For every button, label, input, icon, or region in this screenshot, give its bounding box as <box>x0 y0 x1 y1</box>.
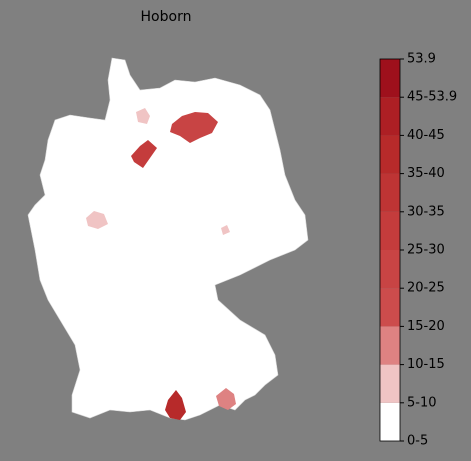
colorbar-label: 0-5 <box>407 434 428 449</box>
colorbar-segment <box>380 135 400 174</box>
germany-map <box>27 57 309 421</box>
region <box>216 388 236 410</box>
colorbar-label: 30-35 <box>407 204 445 219</box>
colorbar-label: 40-45 <box>407 128 445 143</box>
colorbar-label: 20-25 <box>407 281 445 296</box>
colorbar-segment <box>380 288 400 327</box>
colorbar-label: 25-30 <box>407 243 445 258</box>
region <box>165 390 186 420</box>
colorbar-frame <box>379 58 401 442</box>
colorbar-segment <box>380 59 400 98</box>
colorbar-label: 35-40 <box>407 166 445 181</box>
map-title: Hoborn <box>141 9 192 25</box>
region <box>170 112 218 143</box>
colorbar-segment <box>380 97 400 136</box>
region <box>136 108 150 124</box>
colorbar-label: 15-20 <box>407 319 445 334</box>
colorbar-segment <box>380 326 400 365</box>
region <box>86 211 108 229</box>
colorbar-label: 5-10 <box>407 395 437 410</box>
colorbar-label: 45-53.9 <box>407 90 457 105</box>
colorbar: 0-5 5-10 10-15 15-20 20-25 25-30 30-35 35-40 40-… <box>379 52 457 449</box>
colorbar-segment <box>380 211 400 250</box>
colorbar-label: 10-15 <box>407 357 445 372</box>
region <box>131 140 157 168</box>
colorbar-segment <box>380 402 400 441</box>
country-outline <box>27 57 309 421</box>
colorbar-segment <box>380 173 400 212</box>
colorbar-segment <box>380 250 400 289</box>
colorbar-segment <box>380 364 400 403</box>
region <box>221 225 230 235</box>
colorbar-label: 53.9 <box>407 52 436 67</box>
